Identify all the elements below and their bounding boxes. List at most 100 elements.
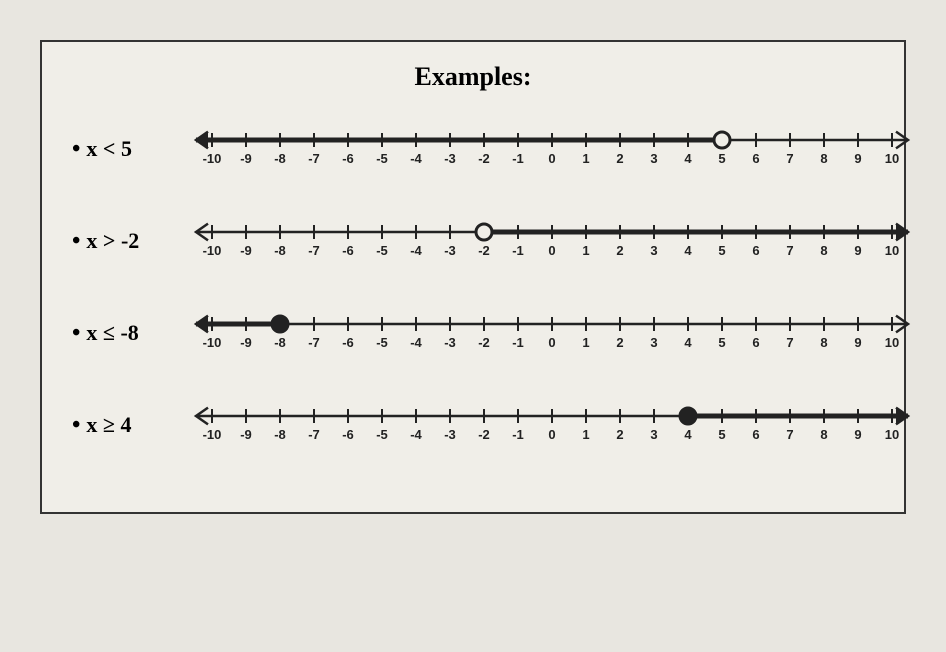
open-circle-icon (476, 224, 492, 240)
tick-label: -8 (274, 335, 286, 350)
numberline-svg: -10-9-8-7-6-5-4-3-2-1012345678910 (192, 114, 912, 184)
tick-label: -8 (274, 151, 286, 166)
tick-label: -6 (342, 243, 354, 258)
tick-label: -5 (376, 243, 388, 258)
tick-label: -7 (308, 335, 320, 350)
rows-host: •x < 5-10-9-8-7-6-5-4-3-2-1012345678910•… (72, 114, 874, 460)
numberline-svg: -10-9-8-7-6-5-4-3-2-1012345678910 (192, 298, 912, 368)
tick-label: 0 (548, 427, 555, 442)
closed-circle-icon (680, 408, 696, 424)
tick-label: -2 (478, 151, 490, 166)
tick-label: -10 (203, 427, 222, 442)
tick-label: -9 (240, 151, 252, 166)
tick-label: 5 (718, 151, 725, 166)
tick-label: 7 (786, 335, 793, 350)
tick-label: -6 (342, 335, 354, 350)
inequality-text: x ≥ 4 (86, 412, 131, 438)
tick-label: 9 (854, 243, 861, 258)
bullet-icon: • (72, 320, 80, 347)
tick-label: -4 (410, 335, 422, 350)
tick-label: 5 (718, 427, 725, 442)
tick-label: 8 (820, 243, 827, 258)
tick-label: -7 (308, 243, 320, 258)
tick-label: 8 (820, 335, 827, 350)
numberline: -10-9-8-7-6-5-4-3-2-1012345678910 (192, 114, 912, 184)
tick-label: -3 (444, 151, 456, 166)
tick-label: 7 (786, 243, 793, 258)
inequality-label: •x > -2 (72, 228, 192, 255)
tick-label: -5 (376, 151, 388, 166)
tick-label: 7 (786, 151, 793, 166)
tick-label: 7 (786, 427, 793, 442)
tick-label: 1 (582, 243, 589, 258)
numberline-svg: -10-9-8-7-6-5-4-3-2-1012345678910 (192, 390, 912, 460)
inequality-text: x ≤ -8 (86, 320, 138, 346)
tick-label: 4 (684, 335, 692, 350)
tick-label: -10 (203, 151, 222, 166)
tick-label: -10 (203, 243, 222, 258)
tick-label: -4 (410, 427, 422, 442)
inequality-label: •x ≤ -8 (72, 320, 192, 347)
tick-label: 10 (885, 151, 899, 166)
numberline-row: •x ≤ -8-10-9-8-7-6-5-4-3-2-1012345678910 (72, 298, 874, 368)
tick-label: 6 (752, 427, 759, 442)
worksheet-container: Examples: •x < 5-10-9-8-7-6-5-4-3-2-1012… (40, 40, 906, 514)
numberline-row: •x < 5-10-9-8-7-6-5-4-3-2-1012345678910 (72, 114, 874, 184)
tick-label: 1 (582, 335, 589, 350)
tick-label: -7 (308, 151, 320, 166)
tick-label: -2 (478, 427, 490, 442)
tick-label: -9 (240, 243, 252, 258)
tick-label: 0 (548, 335, 555, 350)
tick-label: 4 (684, 151, 692, 166)
tick-label: 5 (718, 243, 725, 258)
tick-label: 3 (650, 427, 657, 442)
bullet-icon: • (72, 412, 80, 439)
tick-label: 4 (684, 427, 692, 442)
tick-label: 4 (684, 243, 692, 258)
tick-label: 2 (616, 427, 623, 442)
open-circle-icon (714, 132, 730, 148)
tick-label: 3 (650, 243, 657, 258)
tick-label: 6 (752, 335, 759, 350)
tick-label: 6 (752, 151, 759, 166)
tick-label: -1 (512, 335, 524, 350)
tick-label: 3 (650, 335, 657, 350)
tick-label: -7 (308, 427, 320, 442)
tick-label: 9 (854, 427, 861, 442)
tick-label: -9 (240, 335, 252, 350)
inequality-text: x > -2 (86, 228, 139, 254)
tick-label: -1 (512, 243, 524, 258)
tick-label: 2 (616, 243, 623, 258)
tick-label: -4 (410, 243, 422, 258)
tick-label: -3 (444, 243, 456, 258)
examples-title: Examples: (72, 62, 874, 92)
tick-label: -8 (274, 427, 286, 442)
tick-label: 5 (718, 335, 725, 350)
tick-label: 6 (752, 243, 759, 258)
tick-label: 2 (616, 151, 623, 166)
tick-label: -5 (376, 427, 388, 442)
tick-label: 0 (548, 151, 555, 166)
tick-label: 10 (885, 335, 899, 350)
tick-label: 2 (616, 335, 623, 350)
tick-label: -1 (512, 427, 524, 442)
tick-label: -2 (478, 243, 490, 258)
tick-label: -9 (240, 427, 252, 442)
tick-label: 9 (854, 151, 861, 166)
tick-label: -3 (444, 427, 456, 442)
tick-label: -6 (342, 151, 354, 166)
tick-label: 8 (820, 151, 827, 166)
numberline-row: •x ≥ 4-10-9-8-7-6-5-4-3-2-1012345678910 (72, 390, 874, 460)
numberline-row: •x > -2-10-9-8-7-6-5-4-3-2-1012345678910 (72, 206, 874, 276)
inequality-label: •x < 5 (72, 136, 192, 163)
tick-label: 1 (582, 151, 589, 166)
tick-label: -5 (376, 335, 388, 350)
tick-label: -4 (410, 151, 422, 166)
tick-label: -2 (478, 335, 490, 350)
tick-label: 0 (548, 243, 555, 258)
numberline: -10-9-8-7-6-5-4-3-2-1012345678910 (192, 390, 912, 460)
tick-label: 1 (582, 427, 589, 442)
tick-label: -10 (203, 335, 222, 350)
tick-label: 10 (885, 427, 899, 442)
bullet-icon: • (72, 136, 80, 163)
